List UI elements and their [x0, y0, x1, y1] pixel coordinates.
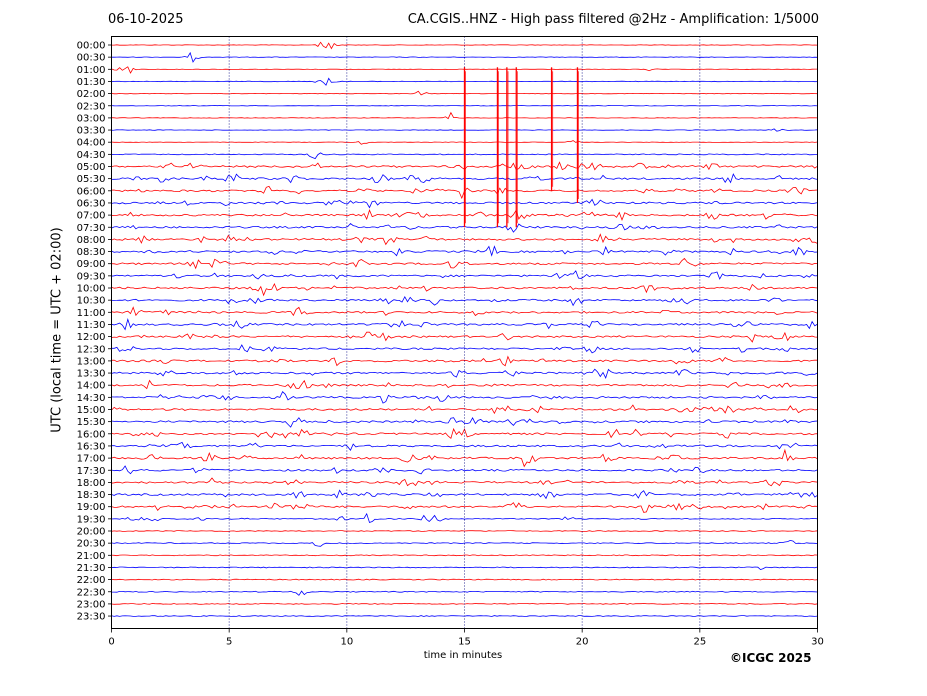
y-tick-label: 04:30: [77, 150, 106, 161]
y-tick-label: 01:30: [77, 77, 106, 88]
trace-row: [111, 502, 818, 513]
y-tick-label: 15:30: [77, 417, 106, 428]
y-tick-label: 17:30: [77, 466, 106, 477]
y-tick-label: 02:30: [77, 101, 106, 112]
x-tick-label: 0: [108, 637, 114, 648]
y-tick-label: 16:00: [77, 429, 106, 440]
trace-row: [111, 417, 818, 428]
y-tick-label: 20:30: [77, 539, 106, 550]
trace-row: [111, 465, 818, 475]
x-tick-label: 30: [811, 637, 824, 648]
y-tick-label: 13:00: [77, 356, 106, 367]
y-tick-label: 05:00: [77, 162, 106, 173]
trace-row: [111, 530, 818, 532]
y-tick-label: 03:30: [77, 126, 106, 137]
y-tick-label: 21:00: [77, 551, 106, 562]
y-tick-label: 14:30: [77, 393, 106, 404]
trace-row: [111, 441, 818, 451]
trace-row: [111, 306, 818, 317]
x-axis: 0 5 10 15 20 25 30: [108, 628, 824, 648]
y-tick-label: 03:00: [77, 113, 106, 124]
trace-row: [111, 245, 818, 257]
y-tick-label: 19:30: [77, 514, 106, 525]
y-tick-label: 05:30: [77, 174, 106, 185]
y-tick-label: 19:00: [77, 502, 106, 513]
trace-row: [111, 257, 818, 270]
y-tick-label: 15:00: [77, 405, 106, 416]
y-tick-label: 17:00: [77, 454, 106, 465]
trace-row: [111, 368, 818, 379]
trace-row: [111, 270, 818, 280]
y-tick-label: 07:30: [77, 223, 106, 234]
trace-row: [111, 51, 818, 63]
trace-row: [111, 233, 818, 246]
trace-row: [111, 448, 818, 468]
event-spikes: [463, 67, 579, 228]
y-tick-label: 11:00: [77, 308, 106, 319]
trace-row: [111, 554, 818, 557]
y-tick-label: 10:00: [77, 284, 106, 295]
y-tick-label: 06:30: [77, 198, 106, 209]
x-axis-label: time in minutes: [423, 650, 503, 661]
y-tick-label: 18:00: [77, 478, 106, 489]
y-tick-label: 16:30: [77, 441, 106, 452]
y-tick-label: 01:00: [77, 65, 106, 76]
y-tick-label: 00:30: [77, 53, 106, 64]
y-tick-label: 12:00: [77, 332, 106, 343]
x-tick-label: 10: [340, 637, 353, 648]
y-tick-label: 00:00: [77, 41, 106, 52]
y-tick-label: 10:30: [77, 296, 106, 307]
trace-row: [111, 283, 818, 297]
y-tick-label: 20:00: [77, 527, 106, 538]
x-tick-label: 20: [576, 637, 589, 648]
trace-row: [111, 41, 818, 50]
trace-row: [111, 477, 818, 487]
y-tick-label: 21:30: [77, 563, 106, 574]
y-tick-label: 18:30: [77, 490, 106, 501]
x-tick-label: 15: [458, 637, 471, 648]
y-tick-label: 22:30: [77, 587, 106, 598]
y-tick-label: 12:30: [77, 344, 106, 355]
y-tick-label: 08:00: [77, 235, 106, 246]
y-tick-label: 23:30: [77, 612, 106, 623]
chart-title: CA.CGIS..HNZ - High pass filtered @2Hz -…: [407, 12, 819, 27]
chart-date: 06-10-2025: [108, 12, 184, 27]
y-tick-label: 11:30: [77, 320, 106, 331]
y-tick-label: 13:30: [77, 369, 106, 380]
trace-row: [111, 539, 818, 547]
x-tick-label: 25: [693, 637, 706, 648]
y-tick-label: 22:00: [77, 575, 106, 586]
y-tick-label: 07:00: [77, 211, 106, 222]
y-tick-label: 04:00: [77, 138, 106, 149]
trace-row: [111, 512, 818, 524]
y-tick-label: 09:30: [77, 271, 106, 282]
y-tick-label: 14:00: [77, 381, 106, 392]
y-tick-label: 02:00: [77, 89, 106, 100]
x-tick-label: 5: [226, 637, 232, 648]
y-tick-label: 23:00: [77, 599, 106, 610]
y-tick-label: 08:30: [77, 247, 106, 258]
trace-row: [111, 489, 818, 500]
y-tick-label: 09:00: [77, 259, 106, 270]
y-tick-label: 06:00: [77, 186, 106, 197]
copyright-notice: ©ICGC 2025: [730, 651, 812, 665]
